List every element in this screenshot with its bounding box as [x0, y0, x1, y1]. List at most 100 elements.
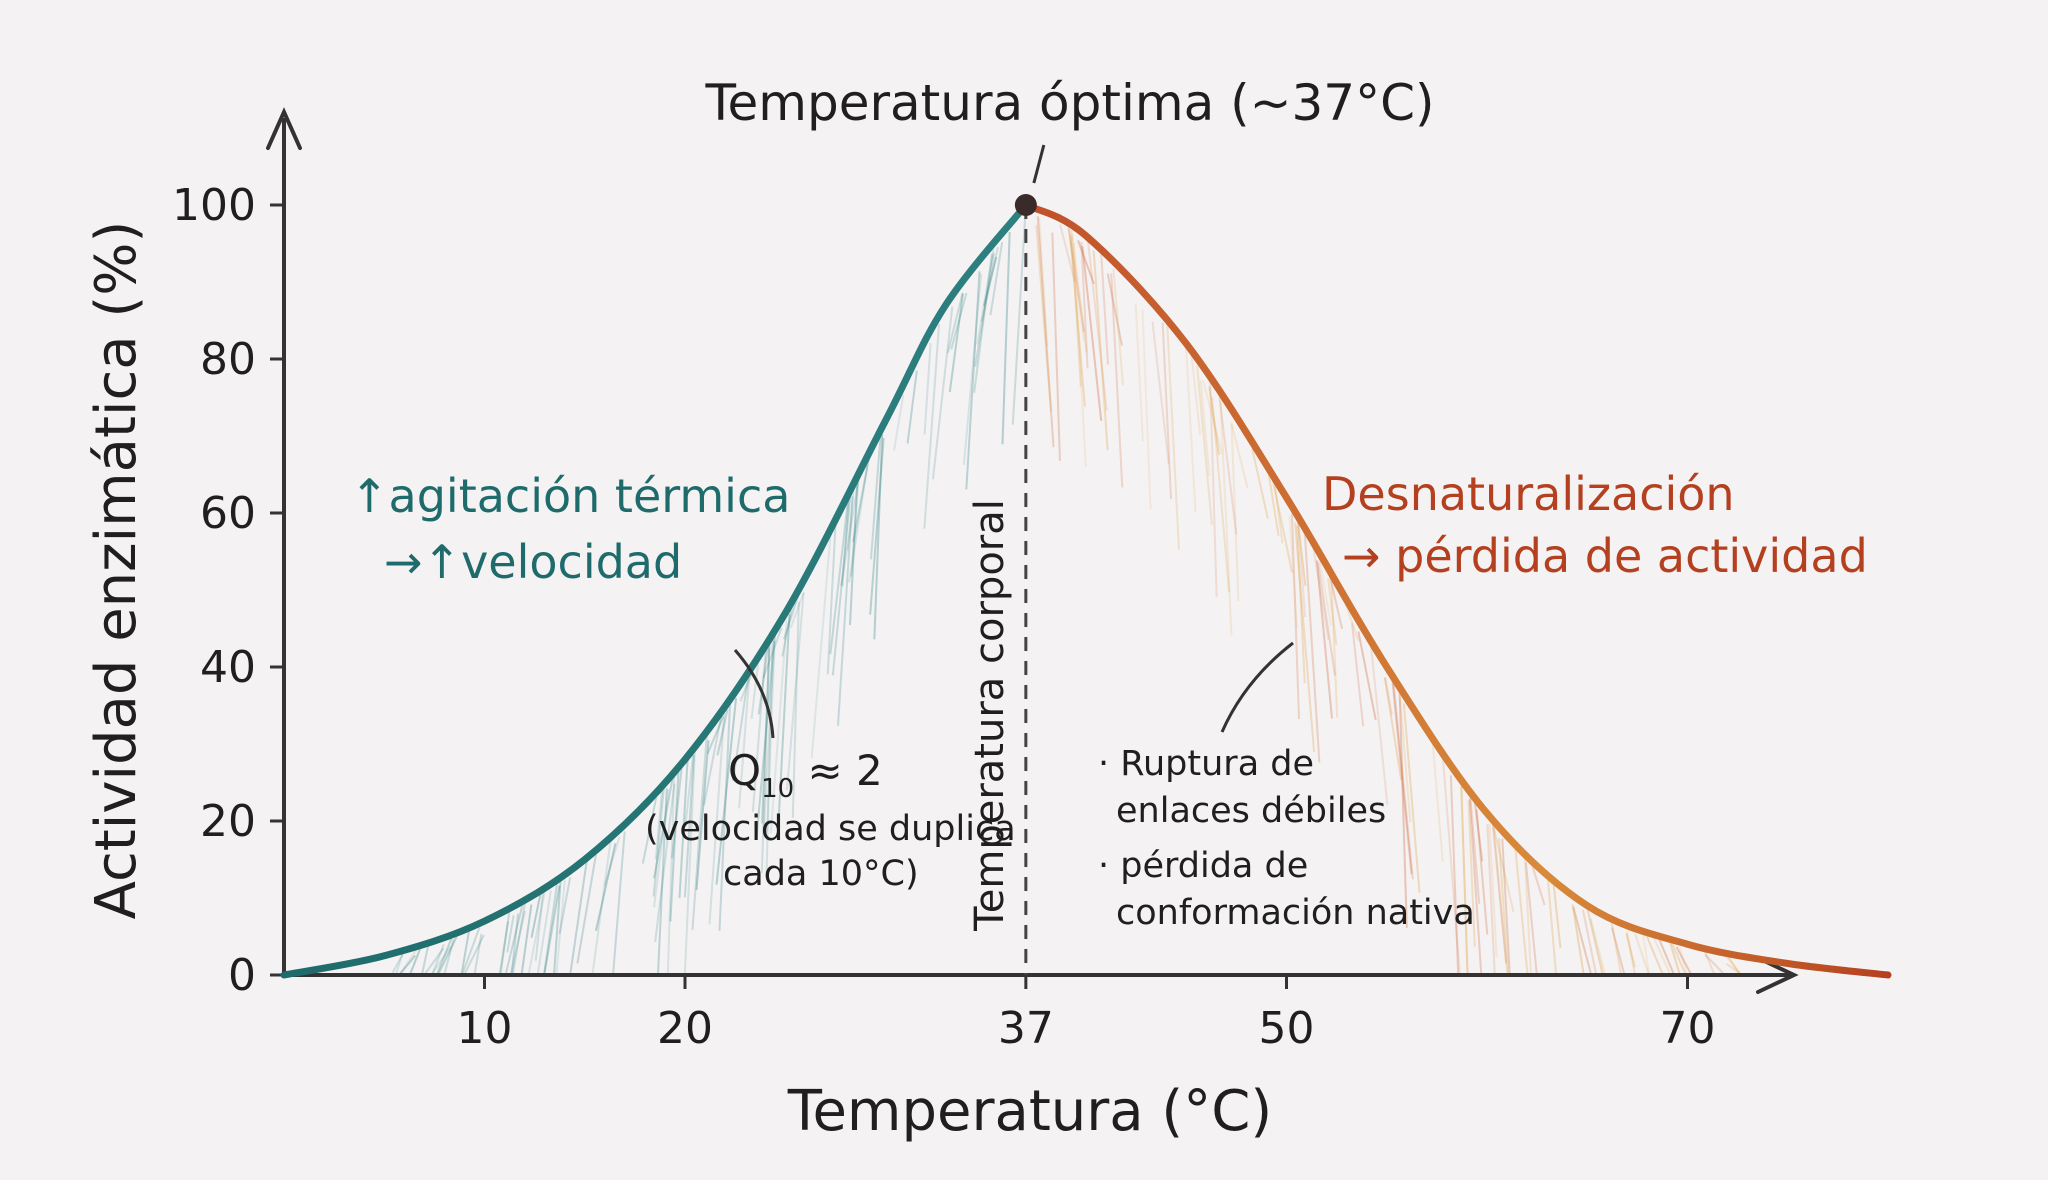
hatch-stroke — [1086, 240, 1108, 411]
hatch-stroke — [1586, 909, 1604, 976]
hatch-stroke — [1357, 631, 1377, 721]
hatch-stroke — [408, 948, 421, 976]
hatch-stroke — [652, 783, 666, 897]
hatch-stroke — [398, 946, 419, 976]
hatch-stroke — [1209, 380, 1218, 597]
hatch-stroke — [1546, 869, 1558, 976]
hatch-stroke — [1399, 697, 1412, 823]
hatch-stroke — [1501, 838, 1511, 976]
hatch-stroke — [762, 633, 776, 835]
hatch-stroke — [430, 945, 452, 976]
hatch-stroke — [829, 496, 850, 655]
falling-curve — [1022, 201, 1892, 979]
hatch-stroke — [1303, 529, 1321, 763]
hatch-stroke — [1110, 273, 1124, 488]
hatch-stroke — [831, 496, 852, 676]
hatch-stroke — [1384, 677, 1393, 716]
y-tick-label: 40 — [200, 642, 256, 693]
q10-symbol: Q — [728, 746, 761, 795]
hatch-stroke — [423, 947, 445, 976]
hatch-stroke — [1001, 231, 1011, 445]
hatch-stroke — [1230, 422, 1240, 602]
hatch-stroke — [946, 292, 964, 354]
q10-value: ≈ 2 — [794, 746, 883, 795]
hatch-stroke — [1112, 268, 1124, 386]
hatch-stroke — [826, 525, 837, 675]
hatch-stroke — [431, 943, 445, 976]
hatch-stroke — [1267, 470, 1280, 536]
hatch-stroke — [976, 248, 995, 345]
hatch-stroke — [553, 875, 562, 976]
x-tick-label: 10 — [457, 1003, 513, 1054]
hatch-stroke — [1219, 400, 1233, 636]
hatch-stroke — [1468, 788, 1481, 904]
hatch-stroke — [543, 881, 559, 976]
hatch-stroke — [1317, 555, 1333, 626]
hatch-stroke — [1290, 513, 1301, 720]
x-axis-title: Temperatura (°C) — [787, 1079, 1272, 1144]
hatch-stroke — [394, 950, 405, 976]
hatch-stroke — [757, 638, 770, 715]
hatch-stroke — [1072, 243, 1087, 467]
hatch-stroke — [1704, 953, 1726, 976]
hatch-stroke — [1288, 515, 1298, 629]
hatch-stroke — [1166, 324, 1180, 550]
hatch-stroke — [656, 788, 668, 976]
hatch-stroke — [1038, 217, 1049, 347]
hatch-stroke — [509, 910, 527, 976]
hatch-stroke — [1151, 321, 1170, 465]
hatch-stroke — [498, 921, 510, 976]
hatch-stroke — [776, 614, 791, 833]
hatch-stroke — [461, 927, 481, 976]
q10-note-line2: cada 10°C) — [723, 854, 919, 894]
hatch-stroke — [1667, 937, 1681, 976]
q10-note-line1: (velocidad se duplica — [645, 809, 1016, 849]
hatch-stroke — [1297, 522, 1307, 618]
hatch-stroke — [974, 253, 995, 367]
hatch-stroke — [591, 836, 613, 976]
hatch-stroke — [1497, 837, 1510, 976]
hatch-stroke — [755, 640, 776, 838]
hatch-stroke — [612, 831, 626, 976]
y-tick-label: 0 — [228, 950, 256, 1001]
hatch-stroke — [1431, 736, 1444, 862]
x-tick-label: 70 — [1660, 1003, 1716, 1054]
hatch-stroke — [732, 669, 751, 782]
hatch-stroke — [751, 649, 767, 812]
hatch-stroke — [1071, 234, 1088, 353]
hatch-stroke — [1609, 914, 1623, 976]
hatch-stroke — [641, 796, 658, 864]
y-axis-arrow — [266, 107, 302, 150]
hatch-stroke — [1675, 946, 1693, 976]
hatch-stroke — [852, 458, 870, 543]
hatch-stroke — [1351, 622, 1365, 727]
hatch-stroke — [1652, 936, 1672, 976]
hatch-stroke — [836, 496, 854, 726]
hatch-stroke — [973, 253, 993, 393]
hatch-stroke — [1634, 933, 1650, 976]
hatch-stroke — [706, 715, 725, 754]
hatch-stroke — [443, 938, 455, 976]
hatch-stroke — [527, 884, 548, 976]
hatch-stroke — [678, 755, 689, 899]
q10-leader-line — [733, 649, 775, 739]
x-tick-label: 20 — [657, 1003, 713, 1054]
hatch-stroke — [923, 343, 932, 435]
hatch-stroke — [1625, 933, 1636, 968]
hatch-stroke — [1077, 240, 1095, 285]
hatch-stroke — [569, 857, 589, 976]
hatch-stroke — [1100, 252, 1110, 365]
hatch-stroke — [1493, 827, 1509, 976]
hatch-stroke — [738, 665, 752, 809]
hatch-stroke — [1070, 230, 1082, 387]
hatch-stroke — [750, 653, 761, 719]
hatch-stroke — [873, 434, 884, 640]
hatch-stroke — [708, 712, 726, 925]
hatch-stroke — [1296, 519, 1307, 586]
hatch-stroke — [715, 697, 738, 885]
hatch-stroke — [1488, 823, 1498, 957]
y-tick-label: 60 — [200, 488, 256, 539]
hatch-stroke — [980, 246, 999, 322]
hatch-stroke — [791, 601, 800, 818]
hatch-stroke — [1296, 525, 1306, 684]
